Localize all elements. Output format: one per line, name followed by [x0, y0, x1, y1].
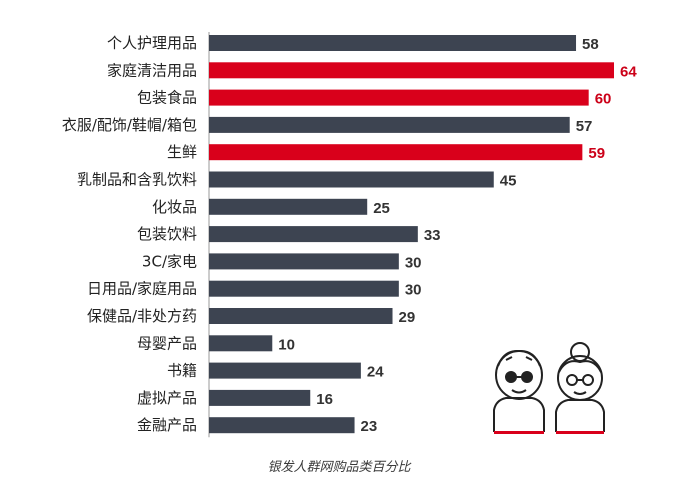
value-label: 25	[373, 200, 390, 217]
bar	[209, 62, 614, 79]
value-label: 58	[582, 36, 599, 53]
bar	[209, 35, 577, 51]
bar	[209, 389, 311, 406]
value-label: 60	[595, 91, 612, 108]
value-label: 33	[424, 227, 441, 244]
value-label: 23	[361, 418, 378, 435]
bar	[209, 89, 589, 106]
category-label: 金融产品	[137, 416, 197, 434]
chart-caption: 银发人群网购品类百分比	[267, 460, 411, 475]
bar	[209, 308, 393, 324]
category-label: 衣服/配饰/鞋帽/箱包	[62, 116, 197, 134]
category-label: 虚拟产品	[137, 389, 197, 407]
category-labels: 个人护理用品家庭清洁用品包装食品衣服/配饰/鞋帽/箱包生鲜乳制品和含乳饮料化妆品…	[62, 34, 197, 434]
elderly-woman-icon	[555, 342, 605, 432]
category-label: 家庭清洁用品	[107, 61, 197, 79]
elderly-woman-base	[556, 431, 604, 434]
value-label: 16	[316, 391, 333, 408]
category-label: 书籍	[167, 362, 197, 380]
bar	[209, 417, 355, 434]
value-label: 10	[278, 336, 295, 353]
category-label: 包装饮料	[137, 225, 197, 243]
value-label: 45	[500, 173, 517, 190]
bar	[209, 362, 361, 379]
category-label: 日用品/家庭用品	[87, 280, 197, 298]
category-label: 个人护理用品	[107, 34, 197, 52]
bar	[209, 116, 570, 133]
bar	[209, 171, 494, 188]
value-label: 59	[588, 145, 605, 162]
bar	[209, 144, 583, 161]
value-label: 30	[405, 282, 422, 299]
category-label: 生鲜	[167, 143, 197, 161]
bar	[209, 335, 273, 352]
value-label: 29	[399, 309, 416, 326]
elderly-man-icon	[493, 349, 545, 432]
category-label: 3C/家电	[142, 252, 197, 270]
bar	[209, 226, 418, 243]
value-label: 64	[620, 63, 637, 80]
bar	[209, 253, 399, 270]
value-label: 57	[576, 118, 593, 135]
category-label: 乳制品和含乳饮料	[77, 171, 197, 189]
elderly-man-base	[494, 431, 544, 434]
category-label: 母婴产品	[137, 334, 197, 352]
bars-layer	[209, 35, 614, 434]
category-label: 化妆品	[152, 198, 197, 216]
value-label: 30	[405, 254, 422, 271]
bar	[209, 198, 368, 215]
category-label: 包装食品	[137, 89, 197, 107]
value-label: 24	[367, 364, 384, 381]
category-label: 保健品/非处方药	[87, 307, 197, 325]
bar	[209, 280, 399, 297]
